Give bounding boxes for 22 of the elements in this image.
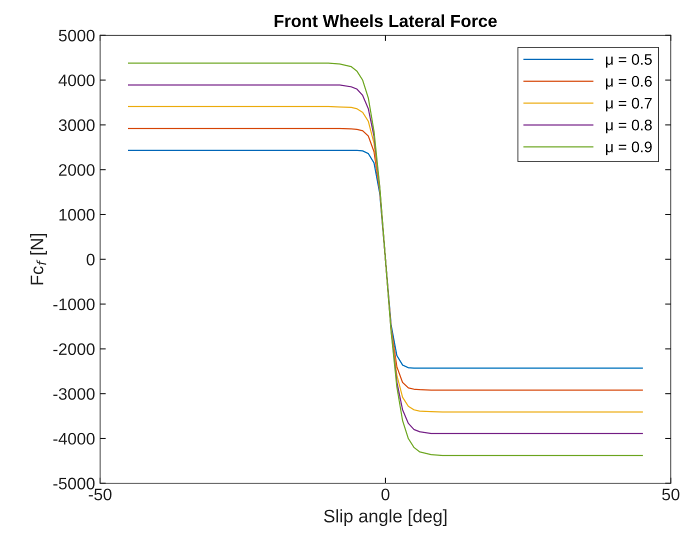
y-axis-title: Fc$_{f}$ [N] <box>30 234 47 284</box>
legend-label: μ = 0.6 <box>606 76 652 90</box>
y-tick-label: 3000 <box>58 119 95 132</box>
y-tick-label: -3000 <box>53 388 95 400</box>
y-tick-label: 5000 <box>58 30 95 42</box>
y-tick-label: 4000 <box>58 74 95 86</box>
chart-title: Front Wheels Lateral Force <box>274 14 497 28</box>
y-tick-label: 1000 <box>59 208 95 221</box>
legend-label: μ = 0.9 <box>606 142 652 156</box>
x-tick-label: 0 <box>381 488 390 500</box>
y-tick-label: 0 <box>86 254 95 266</box>
y-tick-label: -5000 <box>53 478 95 490</box>
y-tick-label: -1000 <box>53 298 95 310</box>
x-axis-title: Slip angle [deg] <box>324 509 446 526</box>
x-tick-label: -50 <box>88 488 112 500</box>
y-tick-label: -2000 <box>53 343 95 356</box>
legend-label: μ = 0.5 <box>606 54 652 68</box>
x-tick-label: 50 <box>662 488 680 500</box>
y-tick-label: 2000 <box>59 164 95 176</box>
y-tick-label: -4000 <box>53 432 95 445</box>
legend-label: μ = 0.7 <box>606 98 652 112</box>
legend-label: μ = 0.8 <box>606 120 652 134</box>
